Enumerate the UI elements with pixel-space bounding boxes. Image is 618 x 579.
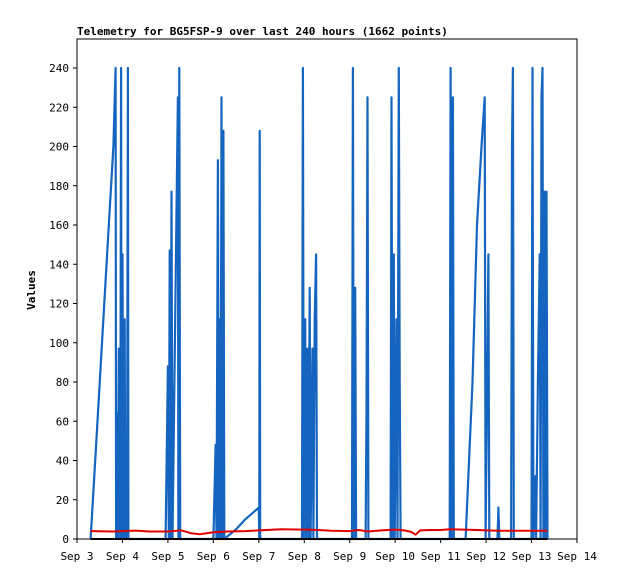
x-tick-label: Sep 13 — [512, 550, 552, 563]
y-tick-label: 0 — [62, 533, 69, 546]
x-tick-label: Sep 14 — [557, 550, 597, 563]
x-tick-label: Sep 9 — [333, 550, 366, 563]
x-tick-label: Sep 12 — [466, 550, 506, 563]
y-tick-label: 60 — [56, 415, 69, 428]
y-axis-title: Values — [25, 270, 38, 310]
y-tick-label: 220 — [49, 101, 69, 114]
series-layer — [89, 66, 549, 541]
y-tick-label: 180 — [49, 180, 69, 193]
x-tick-label: Sep 4 — [106, 550, 139, 563]
y-tick-label: 160 — [49, 219, 69, 232]
y-tick-label: 40 — [56, 455, 69, 468]
x-axis: Sep 3 Sep 4 Sep 5 Sep 6 Sep 7 Sep 8 Sep 9 Sep 1… — [60, 539, 597, 563]
x-tick-label: Sep 10 — [375, 550, 415, 563]
y-tick-label: 140 — [49, 258, 69, 271]
y-axis: 0 20 40 60 80 100 120 140 160 180 200 220 240 — [49, 62, 77, 546]
x-tick-label: Sep 5 — [151, 550, 184, 563]
y-tick-label: 100 — [49, 337, 69, 350]
x-tick-label: Sep 6 — [197, 550, 230, 563]
x-tick-label: Sep 3 — [60, 550, 93, 563]
series-line-2 — [90, 528, 548, 536]
y-tick-label: 80 — [56, 376, 69, 389]
x-tick-label: Sep 11 — [421, 550, 461, 563]
y-tick-label: 20 — [56, 494, 69, 507]
y-tick-label: 120 — [49, 298, 69, 311]
x-tick-label: Sep 7 — [242, 550, 275, 563]
y-tick-label: 200 — [49, 141, 69, 154]
y-tick-label: 240 — [49, 62, 69, 75]
x-tick-label: Sep 8 — [288, 550, 321, 563]
chart-title: Telemetry for BG5FSP-9 over last 240 hou… — [77, 25, 448, 38]
